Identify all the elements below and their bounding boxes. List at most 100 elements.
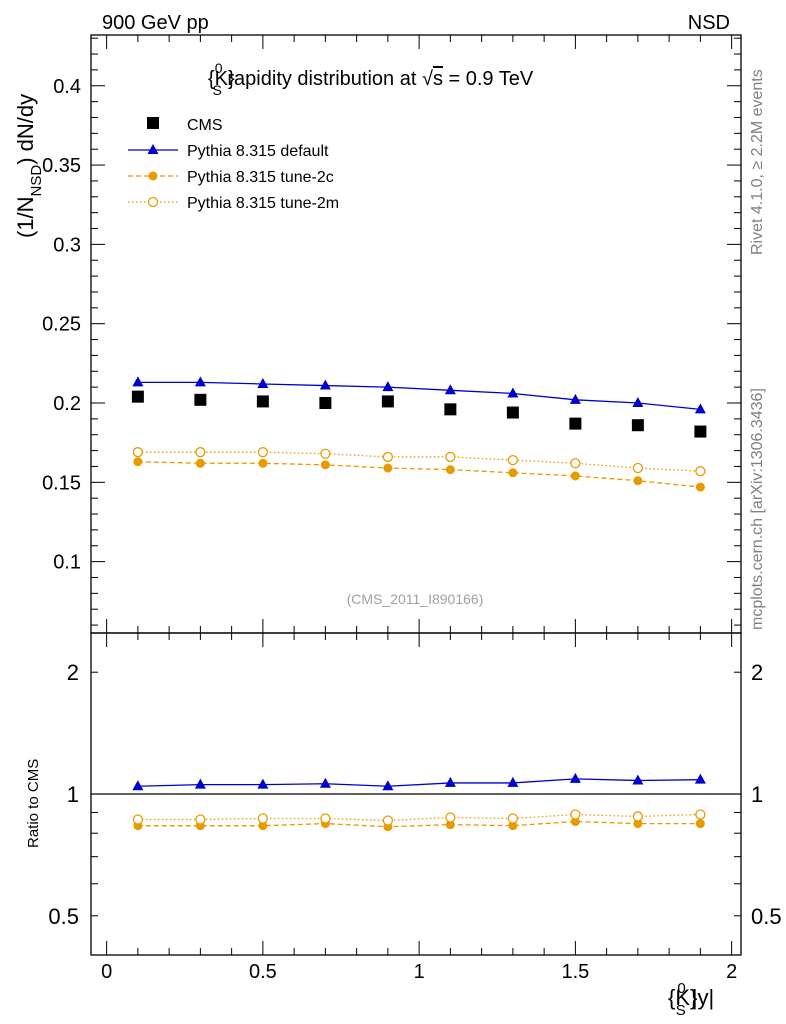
ratio-point-tune2m <box>132 814 144 825</box>
ratio-point-tune2m <box>570 809 581 820</box>
ratio-point-default <box>569 772 581 783</box>
ratio-point-tune2m <box>445 812 456 823</box>
ratio-point-default <box>132 780 144 791</box>
main-point-tune2c <box>383 463 393 473</box>
main-point-default <box>569 393 581 404</box>
main-point-tune2c <box>195 458 205 468</box>
ratio-layer <box>132 772 706 832</box>
main-point-default <box>257 377 269 388</box>
ratio-point-tune2c <box>258 821 268 831</box>
ticks-layer <box>91 35 741 956</box>
main-point-tune2c <box>633 476 643 486</box>
x-tick-label: 2 <box>726 961 737 983</box>
main-cms-point <box>694 425 707 438</box>
ratio-point-tune2m <box>632 811 644 822</box>
legend: CMS Pythia 8.315 default Pythia 8.315 tu… <box>128 117 339 212</box>
main-point-default <box>632 397 644 407</box>
main-point-default <box>444 384 456 395</box>
ratio-point-default <box>194 778 206 789</box>
main-point-tune2m <box>195 447 206 458</box>
analysis-id: (CMS_2011_I890166) <box>347 591 484 607</box>
rivet-version-text: Rivet 4.1.0, ≥ 2.2M events <box>749 69 766 255</box>
main-cms-point <box>256 395 269 408</box>
legend-marker-default <box>147 144 159 154</box>
ratio-point-default <box>382 780 394 791</box>
main-point-tune2m <box>320 448 331 459</box>
ratio-point-tune2m <box>507 813 519 824</box>
ratio-point-default <box>257 778 269 789</box>
ratio-point-tune2c <box>633 819 643 829</box>
main-cms-point <box>569 417 582 430</box>
main-point-tune2c <box>320 460 330 470</box>
y-tick-label: 0.1 <box>53 552 81 574</box>
x-tick-label: 1.5 <box>561 961 589 983</box>
y-tick-label: 0.4 <box>53 76 81 98</box>
x-axis-label: {K}0 S |y| <box>668 980 714 1019</box>
chart-title: {K}0 S rapidity distribution at √s = 0.9 … <box>208 60 534 98</box>
x-tick-label: 0.5 <box>249 961 277 983</box>
main-point-tune2c <box>695 482 705 492</box>
y-tick-label: 0.2 <box>53 393 81 415</box>
xtick-labels: 0 0.5 1 1.5 2 <box>101 961 737 983</box>
main-cms-point <box>506 406 519 419</box>
ratio-point-default <box>694 773 706 784</box>
main-cms-point <box>381 395 394 408</box>
ratio-point-tune2c <box>508 821 518 831</box>
main-point-tune2c <box>133 457 143 467</box>
main-point-default <box>319 379 331 390</box>
ratio-point-default <box>319 777 331 788</box>
ratio-line-default <box>137 778 701 787</box>
main-point-tune2c <box>508 468 518 478</box>
main-cms-point <box>131 390 144 403</box>
series-layer <box>131 376 707 492</box>
ratio-point-default <box>444 776 456 787</box>
ytick-labels: 0.1 0.15 0.2 0.25 0.3 0.35 0.4 0.5 0.5 1 1 2 2 <box>42 76 782 929</box>
ratio-tick-label-left: 0.5 <box>48 904 79 929</box>
ratio-tick-label-left: 2 <box>67 660 79 685</box>
ratio-line-tune2c <box>137 820 701 828</box>
legend-marker-tune2m <box>147 196 159 208</box>
y-axis-label: (1/NNSD) dN/dy <box>13 94 45 238</box>
ratio-tick-label-right: 1 <box>751 782 763 807</box>
mcplots-text: mcplots.cern.ch [arXiv:1306.3436] <box>749 388 766 630</box>
y-tick-label: 0.35 <box>42 155 81 177</box>
y-tick-label: 0.25 <box>42 314 81 336</box>
ratio-tick-label-left: 1 <box>67 782 79 807</box>
ratio-point-tune2m <box>320 813 331 824</box>
ratio-point-tune2m <box>382 815 394 826</box>
main-cms-point <box>194 393 207 406</box>
header-left: 900 GeV pp <box>102 12 209 34</box>
ratio-point-tune2m <box>195 814 206 825</box>
main-point-tune2m <box>445 451 456 463</box>
main-point-default <box>507 387 519 398</box>
ratio-line-tune2m <box>137 813 701 822</box>
ratio-point-default <box>632 774 644 785</box>
legend-label-tune2c: Pythia 8.315 tune-2c <box>187 169 334 186</box>
main-point-default <box>694 403 706 414</box>
ratio-y-label: Ratio to CMS <box>25 759 42 848</box>
main-line-tune2c <box>137 461 701 488</box>
main-point-tune2m <box>695 466 706 477</box>
x-tick-label: 1 <box>414 961 425 983</box>
ratio-point-default <box>507 776 519 787</box>
legend-marker-tune2c <box>148 171 158 181</box>
main-point-default <box>194 376 206 387</box>
ratio-point-tune2c <box>570 817 580 827</box>
ratio-tick-label-right: 2 <box>751 660 763 685</box>
main-point-default <box>132 376 144 387</box>
header-right: NSD <box>688 12 730 34</box>
main-point-tune2m <box>132 447 144 458</box>
main-cms-point <box>319 397 332 409</box>
ratio-point-tune2c <box>695 819 705 829</box>
x-tick-label: 0 <box>101 961 112 983</box>
legend-marker-cms <box>147 117 159 129</box>
main-point-tune2c <box>258 458 268 468</box>
main-line-default <box>137 381 701 410</box>
main-line-tune2m <box>137 451 701 472</box>
main-point-tune2c <box>445 465 455 475</box>
main-cms-point <box>631 419 644 432</box>
y-tick-label: 0.3 <box>53 234 81 256</box>
legend-label-tune2m: Pythia 8.315 tune-2m <box>187 195 339 212</box>
main-point-tune2m <box>382 451 394 463</box>
